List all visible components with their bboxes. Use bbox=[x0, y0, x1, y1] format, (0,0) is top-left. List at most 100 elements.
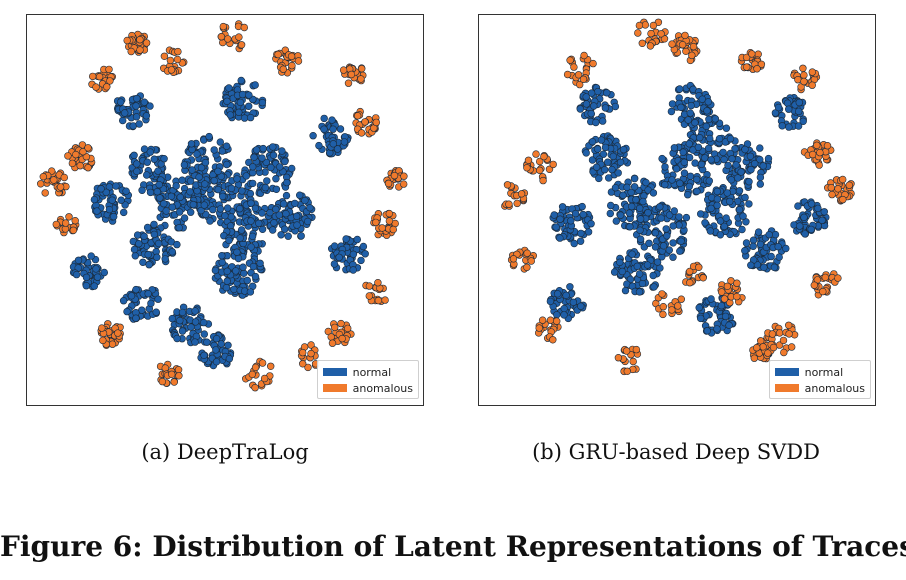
scatter-point-anomalous bbox=[357, 129, 366, 137]
scatter-point-normal bbox=[306, 204, 314, 212]
scatter-point-normal bbox=[146, 188, 155, 197]
scatter-point-anomalous bbox=[331, 323, 339, 332]
scatter-point-normal bbox=[245, 91, 253, 99]
scatter-point-normal bbox=[100, 268, 109, 277]
scatter-point-normal bbox=[764, 154, 773, 163]
scatter-point-normal bbox=[818, 216, 826, 225]
scatter-point-normal bbox=[741, 145, 749, 154]
scatter-point-normal bbox=[127, 292, 136, 300]
scatter-point-normal bbox=[670, 144, 679, 152]
scatter-point-anomalous bbox=[287, 52, 296, 61]
scatter-point-anomalous bbox=[574, 71, 583, 79]
scatter-point-anomalous bbox=[339, 66, 348, 74]
cluster-anomalous-1 bbox=[717, 277, 746, 307]
scatter-point-normal bbox=[742, 239, 751, 247]
scatter-point-normal bbox=[144, 290, 152, 298]
scatter-point-normal bbox=[604, 174, 613, 182]
scatter-point-normal bbox=[679, 148, 687, 156]
scatter-point-normal bbox=[178, 327, 187, 335]
scatter-point-normal bbox=[723, 189, 732, 197]
scatter-point-normal bbox=[74, 256, 83, 265]
legend-label-normal: normal bbox=[804, 365, 844, 379]
scatter-point-normal bbox=[218, 252, 226, 260]
scatter-point-normal bbox=[140, 145, 149, 153]
scatter-point-normal bbox=[592, 118, 600, 127]
scatter-point-normal bbox=[658, 154, 666, 163]
cluster-normal-11 bbox=[219, 76, 267, 122]
scatter-point-normal bbox=[771, 109, 780, 117]
scatter-point-normal bbox=[277, 231, 285, 239]
scatter-point-normal bbox=[587, 220, 595, 228]
scatter-point-normal bbox=[195, 173, 203, 181]
scatter-point-normal bbox=[178, 308, 187, 317]
scatter-point-anomalous bbox=[175, 372, 183, 380]
scatter-point-normal bbox=[237, 76, 245, 85]
scatter-point-normal bbox=[226, 111, 235, 119]
scatter-point-normal bbox=[765, 231, 773, 239]
scatter-point-normal bbox=[236, 205, 244, 213]
scatter-point-anomalous bbox=[570, 63, 578, 71]
scatter-point-normal bbox=[693, 175, 701, 184]
scatter-point-normal bbox=[639, 197, 647, 206]
cluster-normal-14 bbox=[119, 285, 162, 323]
scatter-point-anomalous bbox=[358, 64, 366, 73]
scatter-point-anomalous bbox=[84, 164, 92, 172]
scatter-point-normal bbox=[726, 197, 734, 206]
legend-gru-svdd: normal anomalous bbox=[768, 360, 871, 399]
scatter-point-normal bbox=[132, 102, 140, 110]
scatter-point-anomalous bbox=[385, 217, 394, 225]
cluster-anomalous-16 bbox=[123, 30, 151, 56]
scatter-point-anomalous bbox=[660, 35, 669, 43]
cluster-normal-6 bbox=[722, 140, 773, 191]
scatter-point-normal bbox=[577, 302, 585, 310]
scatter-point-normal bbox=[716, 231, 725, 239]
scatter-point-normal bbox=[142, 171, 151, 179]
cluster-normal-12 bbox=[771, 93, 807, 131]
scatter-point-normal bbox=[775, 253, 783, 261]
scatter-point-anomalous bbox=[845, 181, 853, 189]
scatter-point-normal bbox=[610, 268, 619, 276]
scatter-point-normal bbox=[247, 243, 255, 251]
scatter-point-normal bbox=[814, 204, 822, 213]
scatter-point-normal bbox=[611, 184, 620, 192]
cluster-normal-9 bbox=[128, 145, 172, 197]
scatter-point-anomalous bbox=[64, 152, 72, 160]
scatter-point-normal bbox=[713, 195, 722, 203]
scatter-point-anomalous bbox=[248, 370, 257, 378]
scatter-point-normal bbox=[152, 308, 160, 316]
scatter-point-normal bbox=[232, 267, 240, 275]
scatter-point-normal bbox=[180, 161, 189, 169]
scatter-point-normal bbox=[116, 98, 125, 106]
scatter-point-normal bbox=[686, 109, 695, 117]
scatter-point-anomalous bbox=[614, 354, 623, 362]
scatter-point-normal bbox=[293, 212, 301, 221]
scatter-point-normal bbox=[717, 302, 726, 310]
scatter-point-normal bbox=[579, 210, 587, 219]
scatter-point-normal bbox=[288, 164, 296, 173]
scatter-point-normal bbox=[606, 209, 615, 218]
scatter-point-normal bbox=[140, 98, 149, 106]
scatter-point-anomalous bbox=[288, 61, 296, 70]
scatter-point-normal bbox=[175, 224, 183, 232]
scatter-point-normal bbox=[783, 99, 792, 107]
scatter-point-normal bbox=[601, 104, 610, 112]
scatter-point-normal bbox=[628, 250, 636, 258]
cluster-normal-13 bbox=[695, 294, 737, 337]
scatter-point-normal bbox=[155, 181, 163, 189]
scatter-point-normal bbox=[329, 125, 337, 133]
cluster-normal-3 bbox=[240, 143, 296, 197]
scatter-point-normal bbox=[120, 109, 129, 117]
scatter-point-normal bbox=[259, 144, 267, 153]
scatter-point-normal bbox=[749, 242, 757, 251]
scatter-point-anomalous bbox=[279, 65, 287, 73]
scatter-point-normal bbox=[593, 145, 602, 153]
scatter-point-normal bbox=[636, 226, 644, 234]
scatter-point-anomalous bbox=[622, 347, 631, 355]
scatter-point-anomalous bbox=[742, 53, 751, 62]
scatter-point-anomalous bbox=[657, 30, 665, 38]
scatter-point-normal bbox=[785, 123, 793, 131]
scatter-point-normal bbox=[193, 150, 201, 158]
scatter-point-anomalous bbox=[88, 72, 97, 81]
cluster-anomalous-5 bbox=[563, 51, 597, 89]
scatter-point-normal bbox=[146, 148, 155, 156]
